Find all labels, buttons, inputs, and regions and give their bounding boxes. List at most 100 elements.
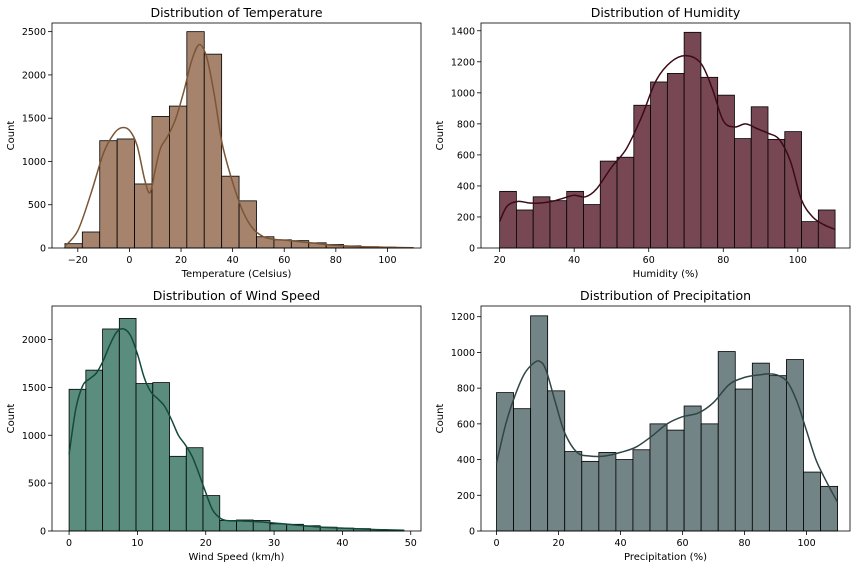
- precipitation-y-axis-label: Count: [435, 404, 446, 434]
- humidity-y-tick-label: 1200: [451, 57, 475, 68]
- precipitation-x-tick-label: 100: [798, 538, 816, 549]
- humidity-y-axis-label: Count: [435, 121, 446, 151]
- precipitation-x-tick-label: 60: [677, 538, 689, 549]
- precipitation-y-tick-label: 400: [457, 455, 475, 466]
- wind-speed-bar: [68, 388, 87, 532]
- wind-speed-kde-line: [68, 328, 404, 531]
- precipitation-bar: [581, 460, 600, 532]
- humidity-bar: [750, 106, 769, 249]
- precipitation-bar: [649, 423, 668, 532]
- humidity-bar: [499, 190, 517, 249]
- wind-speed-y-tick-label: 0: [40, 527, 46, 538]
- wind-speed-bar: [269, 523, 288, 532]
- wind-speed-bars: [68, 318, 405, 532]
- humidity-bar: [700, 76, 719, 249]
- precipitation-y-tick-label: 200: [457, 491, 475, 502]
- wind-speed-axes-frame: [51, 305, 422, 532]
- humidity-y-tick-label: 1400: [451, 26, 475, 37]
- precipitation-bar: [496, 392, 514, 532]
- wind-speed-bar: [202, 495, 221, 532]
- temperature-y-ticks: 0 500 1000 1500 2000 2500: [22, 27, 52, 255]
- precipitation-bar: [564, 451, 583, 532]
- temperature-x-tick-label: 20: [175, 255, 187, 266]
- temperature-bar: [151, 116, 170, 249]
- precipitation-bars: [496, 315, 838, 532]
- precipitation-x-tick-label: 0: [493, 538, 499, 549]
- precipitation-bar: [632, 449, 651, 532]
- humidity-x-tick-label: 80: [717, 255, 729, 266]
- wind-speed-y-tick-label: 1500: [22, 383, 46, 394]
- precipitation-bar: [820, 485, 838, 532]
- humidity-kde-line: [498, 54, 836, 231]
- precipitation-bar: [700, 423, 719, 532]
- wind-speed-x-tick-label: 30: [268, 538, 280, 549]
- temperature-x-tick-label: 0: [126, 255, 132, 266]
- temperature-bar: [116, 138, 135, 249]
- precipitation-x-ticks: 0 20 40 60 80 100: [493, 531, 816, 549]
- temperature-y-tick-label: 0: [40, 244, 46, 255]
- humidity-bar: [717, 94, 735, 249]
- wind-speed-chart-title: Distribution of Wind Speed: [153, 288, 321, 303]
- humidity-bar: [566, 190, 584, 249]
- precipitation-bar: [751, 362, 770, 532]
- humidity-y-tick-label: 600: [457, 150, 475, 161]
- temperature-bar: [81, 231, 101, 249]
- temperature-y-tick-label: 1500: [22, 114, 46, 125]
- precipitation-bar: [803, 471, 821, 532]
- precipitation-y-ticks: 0 200 400 600 800 1000 1200: [451, 312, 481, 538]
- humidity-bar: [599, 160, 618, 249]
- humidity-x-tick-label: 60: [643, 255, 655, 266]
- precipitation-chart-title: Distribution of Precipitation: [580, 288, 751, 303]
- humidity-y-tick-label: 400: [457, 181, 475, 192]
- temperature-axes-frame: [51, 22, 422, 249]
- precipitation-bar: [717, 351, 736, 532]
- temperature-x-axis-label: Temperature (Celsius): [181, 269, 292, 280]
- precipitation-y-tick-label: 800: [457, 384, 475, 395]
- wind-speed-y-axis-label: Count: [6, 404, 17, 434]
- precipitation-bar: [734, 388, 753, 532]
- wind-speed-bar: [185, 447, 204, 532]
- precipitation-bar: [666, 429, 685, 532]
- precipitation-kde-line: [495, 360, 839, 503]
- humidity-chart-title: Distribution of Humidity: [591, 5, 741, 20]
- humidity-bar: [683, 31, 702, 249]
- wind-speed-bar: [169, 455, 187, 532]
- wind-speed-y-tick-label: 1000: [22, 431, 46, 442]
- wind-speed-x-tick-label: 20: [200, 538, 212, 549]
- precipitation-x-tick-label: 80: [739, 538, 751, 549]
- wind-speed-x-tick-label: 10: [131, 538, 143, 549]
- humidity-x-tick-label: 40: [568, 255, 580, 266]
- precipitation-x-tick-label: 20: [552, 538, 564, 549]
- humidity-x-tick-label: 100: [789, 255, 807, 266]
- humidity-bar: [549, 200, 568, 249]
- humidity-bar: [734, 138, 752, 249]
- wind-speed-y-ticks: 0 500 1000 1500 2000: [22, 335, 52, 538]
- humidity-bar: [801, 221, 819, 249]
- humidity-axes-frame: [480, 22, 851, 249]
- precipitation-x-tick-label: 40: [614, 538, 626, 549]
- wind-speed-x-tick-label: 40: [336, 538, 348, 549]
- wind-speed-bar: [135, 383, 154, 532]
- humidity-y-tick-label: 200: [457, 212, 475, 223]
- temperature-x-tick-label: 60: [278, 255, 290, 266]
- humidity-x-ticks: 20 40 60 80 100: [494, 248, 807, 266]
- humidity-y-tick-label: 1000: [451, 88, 475, 99]
- wind-speed-bar: [118, 318, 137, 532]
- humidity-bar: [666, 73, 685, 249]
- wind-speed-y-tick-label: 2000: [22, 335, 46, 346]
- humidity-bar: [767, 138, 786, 249]
- panel-humidity: 20 40 60 80 100 0 200 400 600 800 1000 1200 1400 Di…: [435, 5, 851, 280]
- wind-speed-x-tick-label: 50: [405, 538, 417, 549]
- temperature-y-tick-label: 500: [28, 200, 46, 211]
- precipitation-bar: [768, 375, 787, 532]
- precipitation-bar: [615, 459, 634, 532]
- temperature-bar: [221, 175, 240, 249]
- humidity-bar: [516, 209, 534, 249]
- humidity-x-axis-label: Humidity (%): [633, 269, 699, 280]
- humidity-x-tick-label: 20: [494, 255, 506, 266]
- temperature-kde-line: [64, 43, 414, 249]
- temperature-bar: [186, 31, 205, 249]
- humidity-y-ticks: 0 200 400 600 800 1000 1200 1400: [451, 26, 481, 255]
- temperature-y-axis-label: Count: [6, 121, 17, 151]
